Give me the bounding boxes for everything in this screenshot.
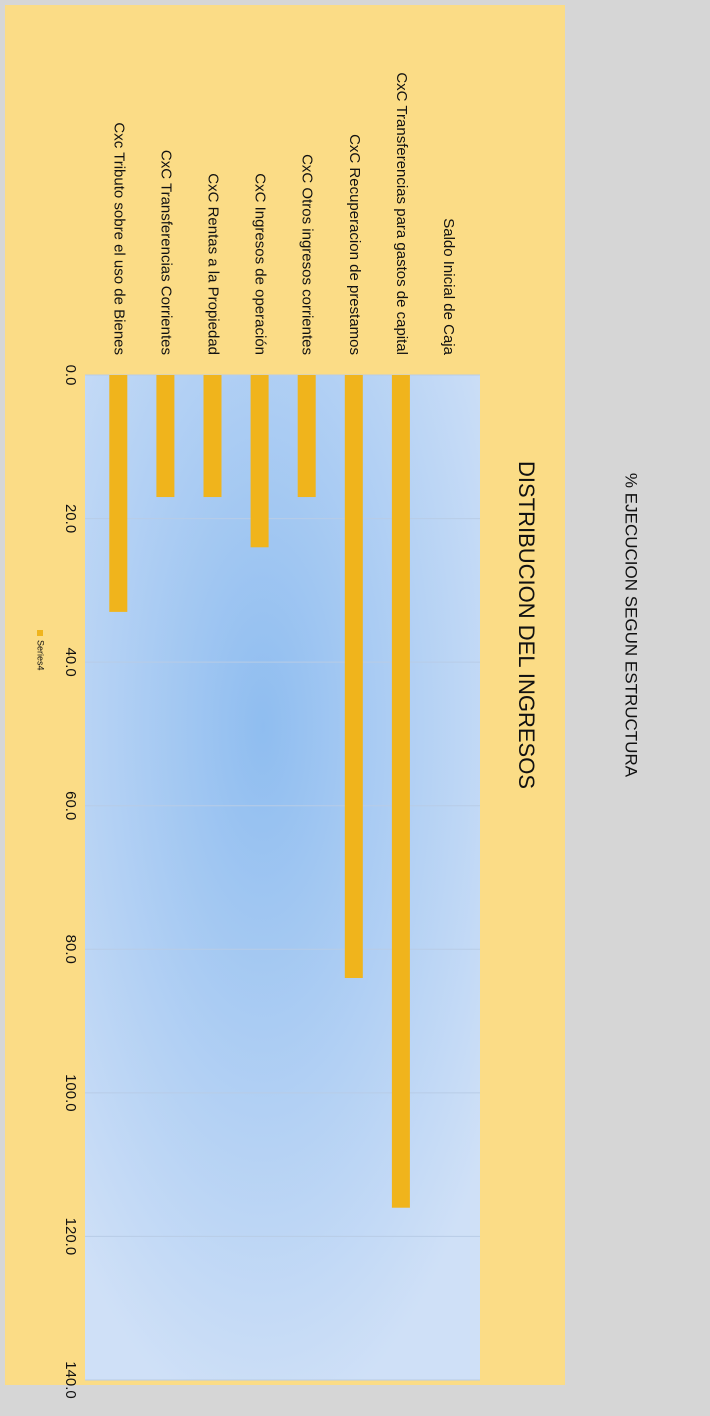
bar bbox=[250, 375, 269, 548]
x-tick-label: 120.0 bbox=[62, 1218, 79, 1256]
chart: % EJECUCION SEGUN ESTRUCTURA DISTRIBUCIO… bbox=[5, 5, 641, 1399]
x-tick-label: 140.0 bbox=[62, 1361, 79, 1399]
x-tick-label: 40.0 bbox=[62, 648, 79, 677]
bar bbox=[391, 375, 410, 1208]
bar bbox=[156, 375, 175, 498]
plot-area bbox=[85, 375, 480, 1380]
x-tick-label: 60.0 bbox=[62, 791, 79, 820]
y-tick-label: CxC Transferencias Corrientes bbox=[157, 150, 174, 355]
bar bbox=[203, 375, 222, 498]
y-tick-label: Saldo Inicial de Caja bbox=[440, 218, 457, 355]
x-tick-label: 0.0 bbox=[62, 365, 79, 386]
legend-swatch bbox=[37, 630, 43, 636]
y-tick-label: CxC Rentas a la Propiedad bbox=[205, 173, 222, 355]
x-tick-label: 100.0 bbox=[62, 1074, 79, 1112]
x-tick-label: 80.0 bbox=[62, 935, 79, 964]
legend-label: Series4 bbox=[36, 640, 46, 671]
y-tick-label: Cxc Tributo sobre el uso de Bienes bbox=[110, 122, 127, 355]
chart-subtitle: DISTRIBUCION DEL INGRESOS bbox=[514, 461, 539, 789]
y-tick-label: CxC Ingresos de operación bbox=[252, 173, 269, 355]
y-tick-label: CxC Otros ingresos corrientes bbox=[299, 154, 316, 355]
y-tick-label: CxC Recuperacion de prestamos bbox=[346, 134, 363, 355]
bar bbox=[344, 375, 363, 978]
y-tick-label: CxC Transferencias para gastos de capita… bbox=[393, 72, 410, 355]
bar bbox=[109, 375, 128, 612]
x-tick-label: 20.0 bbox=[62, 504, 79, 533]
chart-title: % EJECUCION SEGUN ESTRUCTURA bbox=[622, 473, 641, 778]
bar bbox=[297, 375, 316, 498]
